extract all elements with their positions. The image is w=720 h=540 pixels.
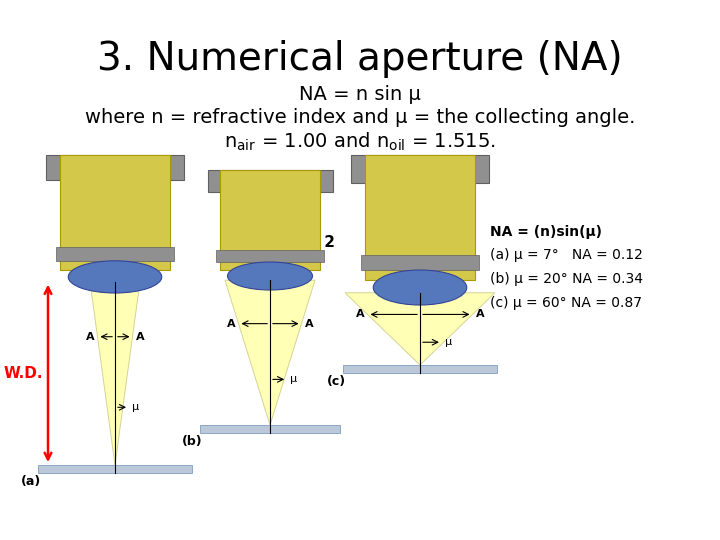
Text: NA = n sin μ: NA = n sin μ (299, 85, 421, 104)
Text: μ: μ (132, 402, 139, 412)
Text: Figure 2: Figure 2 (264, 235, 336, 250)
Text: where n = refractive index and μ = the collecting angle.: where n = refractive index and μ = the c… (85, 108, 635, 127)
Text: A: A (135, 332, 144, 342)
Text: $\mathrm{n_{air}}$ = 1.00 and $\mathrm{n_{oil}}$ = 1.515.: $\mathrm{n_{air}}$ = 1.00 and $\mathrm{n… (224, 131, 496, 153)
Polygon shape (343, 365, 497, 373)
Text: (a): (a) (20, 475, 41, 488)
Text: (b): (b) (182, 435, 202, 448)
Polygon shape (38, 465, 192, 473)
Polygon shape (365, 155, 475, 280)
Ellipse shape (228, 262, 312, 290)
Text: μ: μ (290, 374, 297, 384)
Text: W.D.: W.D. (4, 366, 43, 381)
Text: (b) μ = 20° NA = 0.34: (b) μ = 20° NA = 0.34 (490, 272, 643, 286)
Text: 3. Numerical aperture (NA): 3. Numerical aperture (NA) (97, 40, 623, 78)
Ellipse shape (373, 270, 467, 305)
Polygon shape (361, 255, 480, 270)
Polygon shape (345, 293, 495, 365)
Polygon shape (90, 282, 140, 465)
Polygon shape (216, 250, 324, 262)
Polygon shape (60, 155, 170, 270)
Polygon shape (55, 247, 174, 261)
Polygon shape (46, 155, 184, 180)
Text: A: A (227, 319, 235, 329)
Text: (c): (c) (327, 375, 346, 388)
Text: A: A (305, 319, 313, 329)
Polygon shape (200, 425, 340, 433)
Polygon shape (351, 155, 489, 183)
Text: NA = (n)sin(μ): NA = (n)sin(μ) (490, 225, 602, 239)
Text: (c) μ = 60° NA = 0.87: (c) μ = 60° NA = 0.87 (490, 296, 642, 310)
Text: A: A (475, 309, 484, 320)
Polygon shape (207, 170, 333, 192)
Text: A: A (356, 309, 364, 320)
Polygon shape (225, 280, 315, 425)
Text: μ: μ (445, 338, 452, 347)
Text: A: A (86, 332, 94, 342)
Ellipse shape (68, 261, 162, 293)
Text: (a) μ = 7°   NA = 0.12: (a) μ = 7° NA = 0.12 (490, 248, 643, 262)
Polygon shape (220, 170, 320, 270)
